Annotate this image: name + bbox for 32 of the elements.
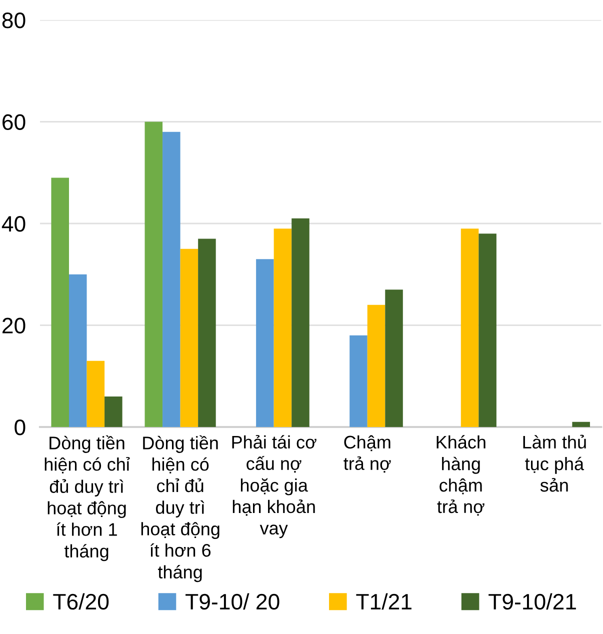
x-tick-label: Phải tái cơ cấu nợ hoặc gia hạn khoản vay: [232, 434, 316, 538]
bar: [86, 360, 105, 427]
bar: [274, 228, 292, 427]
x-tick-label: Dòng tiền hiện có chỉ đủ duy trì hoạt động ít hơn 6 tháng: [141, 435, 220, 582]
legend-label: T1/21: [356, 593, 412, 610]
legend-label: T9-10/21: [488, 593, 576, 610]
y-tick-label: 40: [2, 216, 26, 232]
y-tick-label: 0: [14, 420, 26, 436]
bar: [292, 218, 310, 427]
bar: [385, 290, 403, 427]
bar: [572, 422, 590, 427]
bar: [180, 248, 198, 427]
legend-label: T9-10/ 20: [186, 593, 280, 610]
bar: [104, 396, 122, 427]
bar: [478, 234, 496, 427]
x-tick-label: Làm thủ tục phá sản: [523, 434, 586, 492]
y-tick-label: 60: [2, 114, 26, 130]
bar: [162, 132, 180, 427]
bar: [256, 259, 274, 427]
x-tick-label: Chậm trả nợ: [344, 435, 391, 473]
bar: [198, 238, 216, 427]
bar: [51, 178, 69, 427]
x-tick-label: Khách hàng chậm trả nợ: [436, 435, 486, 516]
bar: [144, 122, 163, 427]
bar: [68, 274, 87, 427]
y-tick-label: 80: [2, 12, 26, 28]
x-tick-label: Dòng tiền hiện có chỉ đủ duy trì hoạt động ít hơn 1 tháng: [44, 435, 130, 562]
bar: [460, 228, 479, 427]
bar: [367, 304, 386, 427]
bar: [350, 335, 368, 427]
legend-label: T6/20: [53, 593, 109, 610]
y-tick-label: 20: [2, 318, 26, 334]
